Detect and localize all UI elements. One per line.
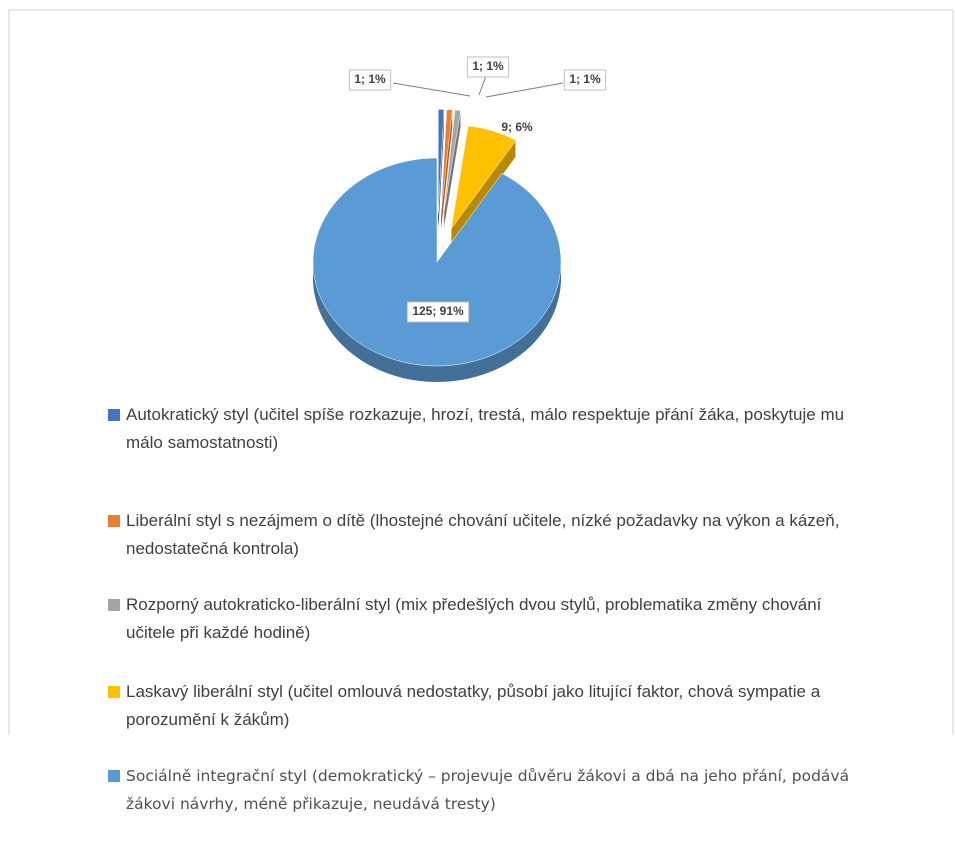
legend-swatch	[108, 686, 120, 698]
slice-side	[443, 112, 461, 216]
legend-swatch	[108, 770, 120, 782]
slice-side	[440, 121, 453, 226]
legend-label: Autokratický styl (učitel spíše rozkazuj…	[126, 405, 845, 452]
value-label: 1; 1%	[354, 72, 386, 86]
legend-item: Sociálně integrační styl (demokratický –…	[108, 762, 853, 818]
slice	[450, 125, 517, 229]
slice-side	[443, 126, 461, 230]
value-label: 1; 1%	[569, 72, 601, 86]
slice-side	[440, 117, 453, 222]
slice-side	[443, 114, 461, 218]
slice	[440, 109, 453, 214]
slice-side	[443, 116, 461, 220]
slice	[438, 109, 445, 214]
slice-side	[443, 122, 461, 226]
legend-swatch	[108, 409, 120, 421]
slice-side	[440, 125, 453, 230]
value-label-box	[563, 69, 607, 91]
slice-side	[440, 115, 453, 220]
slice-side	[443, 120, 461, 224]
value-label: 125; 91%	[412, 304, 464, 318]
value-label-box	[348, 69, 392, 91]
slice-side	[443, 124, 461, 228]
legend-item: Liberální styl s nezájmem o dítě (lhoste…	[108, 507, 853, 563]
legend-swatch	[108, 515, 120, 527]
slice-side	[440, 119, 453, 224]
legend-label: Liberální styl s nezájmem o dítě (lhoste…	[126, 511, 840, 558]
slice-side	[440, 113, 453, 218]
legend-label: Sociálně integrační styl (demokratický –…	[126, 767, 850, 813]
legend-item: Laskavý liberální styl (učitel omlouvá n…	[108, 678, 853, 734]
leader-line	[392, 82, 471, 97]
legend-item: Autokratický styl (učitel spíše rozkazuj…	[108, 401, 853, 457]
legend-swatch	[108, 599, 120, 611]
slice-side	[443, 118, 461, 222]
value-label: 1; 1%	[472, 59, 504, 73]
legend-label: Laskavý liberální styl (učitel omlouvá n…	[126, 682, 821, 729]
value-label-box	[466, 56, 510, 78]
slice	[312, 157, 562, 367]
value-label-box	[406, 301, 470, 323]
value-label: 9; 6%	[501, 120, 533, 134]
slice-side	[440, 123, 453, 228]
leader-line	[485, 82, 564, 98]
slice	[443, 109, 461, 214]
leader-line	[478, 75, 487, 96]
legend-item: Rozporný autokraticko-liberální styl (mi…	[108, 591, 853, 647]
legend-label: Rozporný autokraticko-liberální styl (mi…	[126, 595, 822, 642]
